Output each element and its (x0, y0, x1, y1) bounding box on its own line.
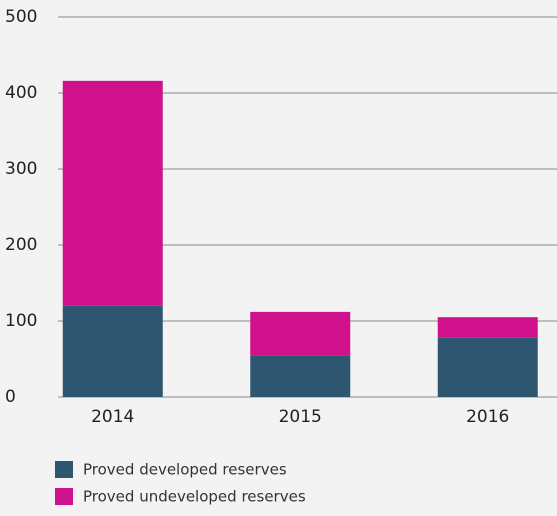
y-tick-label: 500 (5, 7, 37, 27)
bar-segment (250, 355, 351, 397)
y-tick-label: 200 (5, 235, 37, 255)
bar-segment (62, 80, 163, 306)
legend-label: Proved developed reserves (83, 461, 287, 479)
y-tick-label: 100 (5, 311, 37, 331)
legend-swatch (55, 461, 73, 478)
legend-swatch (55, 488, 73, 505)
x-tick-label: 2014 (91, 407, 134, 427)
legend-label: Proved undeveloped reserves (83, 488, 306, 506)
x-tick-label: 2016 (466, 407, 509, 427)
y-tick-label: 300 (5, 159, 37, 179)
bar-segment (437, 337, 538, 397)
y-tick-label: 400 (5, 83, 37, 103)
y-tick-label: 0 (5, 387, 16, 407)
bar-segment (250, 311, 351, 356)
bar-segment (437, 317, 538, 338)
bar-segment (62, 305, 163, 397)
x-tick-label: 2015 (279, 407, 322, 427)
